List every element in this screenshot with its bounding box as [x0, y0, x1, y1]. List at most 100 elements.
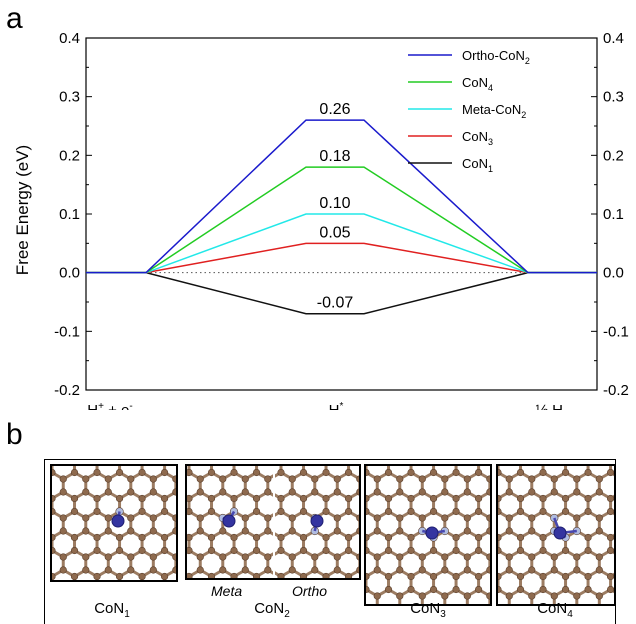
con4-lattice — [498, 466, 614, 604]
carbon-atom — [231, 547, 238, 554]
carbon-atom — [253, 508, 260, 515]
carbon-atom — [419, 554, 426, 561]
carbon-atom — [540, 495, 547, 502]
carbon-atom — [551, 593, 558, 600]
carbon-atom — [139, 547, 146, 554]
carbon-atom — [231, 495, 238, 502]
carbon-atom — [187, 469, 192, 476]
carbon-atom — [187, 573, 192, 578]
carbon-atom — [197, 554, 204, 561]
y-tick-label-left: -0.1 — [54, 323, 80, 340]
carbon-atom — [442, 515, 449, 522]
carbon-atom — [607, 495, 614, 502]
carbon-atom — [517, 469, 524, 476]
structure-con1 — [50, 464, 178, 582]
carbon-atom — [596, 476, 603, 483]
carbon-atom — [596, 593, 603, 600]
carbon-atom — [139, 469, 146, 476]
data-label-CoN3: 0.05 — [319, 224, 350, 241]
carbon-atom — [442, 554, 449, 561]
carbon-atom — [528, 489, 535, 496]
carbon-atom — [442, 593, 449, 600]
data-label-Ortho-CoN2: 0.26 — [319, 101, 350, 118]
graphene-sheet — [366, 466, 490, 604]
y-tick-label-left: 0.4 — [59, 30, 80, 47]
carbon-atom — [506, 515, 513, 522]
carbon-atom — [128, 515, 135, 522]
carbon-atom — [385, 495, 392, 502]
carbon-atom — [453, 469, 460, 476]
carbon-atom — [71, 508, 78, 515]
carbon-atom — [464, 515, 471, 522]
carbon-atom — [161, 508, 168, 515]
carbon-atom — [453, 508, 460, 515]
carbon-atom — [408, 547, 415, 554]
data-label-CoN4: 0.18 — [319, 148, 350, 165]
carbon-atom — [334, 515, 341, 522]
y-tick-label-right: 0.2 — [603, 147, 624, 164]
carbon-atom — [419, 567, 426, 574]
carbon-atom — [231, 573, 238, 578]
y-tick-label-right: 0.3 — [603, 89, 624, 106]
carbon-atom — [253, 573, 260, 578]
carbon-atom — [334, 528, 341, 535]
carbon-atom — [396, 489, 403, 496]
carbon-atom — [475, 547, 482, 554]
carbon-atom — [289, 489, 296, 496]
carbon-atom — [562, 547, 569, 554]
carbon-atom — [242, 567, 249, 574]
graphene-sheet — [498, 466, 614, 604]
carbon-atom — [540, 586, 547, 593]
carbon-atom — [323, 573, 330, 578]
y-tick-label-left: 0.0 — [59, 265, 80, 282]
carbon-atom — [242, 554, 249, 561]
carbon-atom — [278, 508, 285, 515]
carbon-atom — [506, 476, 513, 483]
carbon-atom — [528, 593, 535, 600]
carbon-atom — [323, 495, 330, 502]
carbon-atom — [150, 476, 157, 483]
carbon-atom — [253, 469, 260, 476]
x-tick-label: H+ + e- — [87, 401, 132, 410]
carbon-atom — [187, 534, 192, 541]
y-tick-label-left: 0.3 — [59, 89, 80, 106]
carbon-atom — [323, 508, 330, 515]
carbon-atom — [300, 469, 307, 476]
cobalt-atom — [554, 527, 566, 539]
carbon-atom — [396, 593, 403, 600]
carbon-atom — [71, 495, 78, 502]
y-tick-label-left: 0.2 — [59, 147, 80, 164]
carbon-atom — [585, 534, 592, 541]
carbon-atom — [562, 508, 569, 515]
carbon-atom — [464, 528, 471, 535]
carbon-atom — [396, 554, 403, 561]
carbon-atom — [408, 573, 415, 580]
carbon-atom — [419, 593, 426, 600]
carbon-atom — [334, 554, 341, 561]
carbon-atom — [150, 489, 157, 496]
carbon-atom — [208, 547, 215, 554]
carbon-atom — [345, 573, 352, 578]
carbon-atom — [374, 554, 381, 561]
carbon-atom — [442, 567, 449, 574]
carbon-atom — [528, 515, 535, 522]
carbon-atom — [323, 469, 330, 476]
carbon-atom — [464, 476, 471, 483]
carbon-atom — [453, 547, 460, 554]
carbon-atom — [116, 495, 123, 502]
carbon-atom — [71, 547, 78, 554]
carbon-atom — [150, 554, 157, 561]
carbon-atom — [128, 476, 135, 483]
carbon-atom — [374, 593, 381, 600]
carbon-atom — [71, 573, 78, 580]
carbon-atom — [475, 586, 482, 593]
carbon-atom — [289, 528, 296, 535]
carbon-atom — [253, 495, 260, 502]
carbon-atom — [453, 586, 460, 593]
graphene-sheet — [52, 466, 176, 580]
carbon-atom — [265, 554, 272, 561]
carbon-atom — [385, 508, 392, 515]
carbon-atom — [574, 515, 581, 522]
